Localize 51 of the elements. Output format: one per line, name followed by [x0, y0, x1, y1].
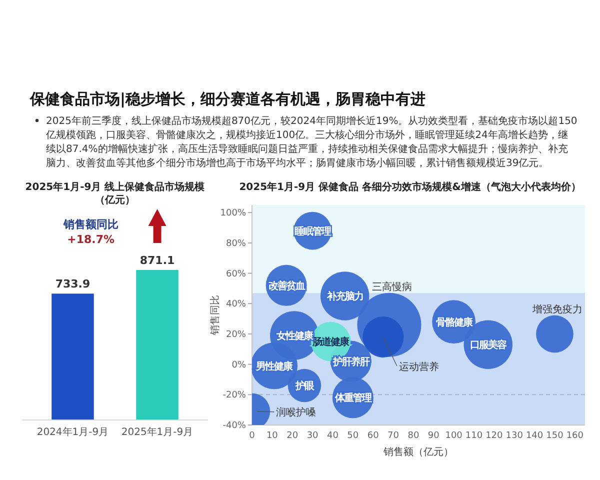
chart-title: 2025年1月-9月 保健食品 各细分功效市场规模&增速（气泡大小代表均价） [239, 181, 581, 193]
x-tick-label: 10 [266, 431, 278, 441]
series-label: 体重管理 [334, 392, 372, 404]
y-tick-label: 100% [220, 208, 246, 219]
series-label: 运动营养 [398, 360, 439, 373]
series-label: 口服美容 [470, 339, 508, 352]
x-tick-label: 70 [388, 431, 400, 441]
x-tick-label: 40 [327, 431, 339, 441]
x-tick-label: 100 [445, 431, 463, 441]
series-label: 肠道健康 [312, 336, 351, 348]
x-tick-label: 80 [408, 431, 420, 441]
x-tick-label: 30 [306, 431, 319, 441]
series-label: 骨骼健康 [436, 316, 474, 328]
y-tick-label: 20% [226, 330, 246, 340]
y-axis-title: 销售同比 [209, 295, 221, 336]
y-tick-label: 60% [226, 269, 246, 280]
series-label: 三高慢病 [372, 280, 412, 293]
x-tick-label: 120 [486, 431, 504, 441]
x-tick-label: 110 [465, 431, 483, 441]
y-tick-label: -40% [222, 421, 246, 431]
series-label: 补充脑力 [326, 290, 363, 303]
x-tick-label: 50 [347, 431, 359, 441]
x-tick-label: 130 [506, 431, 524, 441]
text: 2025年前三季度，线上保健品市场规模超870亿元，较2024年同期增长近19%。从功效类型看，基础免疫市场以超150亿规模领跑，口服美容、骨骼健康次之，规模均接近100亿。三大核心细分市场外，睡眠管理延续24年高增长趋势，继续以87.4%的增幅快速扩张，高压生活导致睡眠问题日益严重，持续推动相关保健食品需求大幅提升；慢病养护、补充脑力、改善贫血等其他多个细分市场增也高于市场平均水平；肠胃健康市场小幅回暖，累计销售额规模近39亿元。 [45, 115, 578, 169]
x-tick-label: 150 [546, 431, 564, 441]
series-label: 男性健康 [255, 360, 294, 372]
series-label: 护肝养肝 [332, 356, 370, 368]
x-tick-label: 60 [367, 431, 380, 441]
x-axis-title: 销售额（亿元） [382, 446, 454, 458]
x-tick-label: 0 [249, 431, 256, 441]
data-label: 871.1 [140, 254, 175, 267]
y-tick-label: 80% [226, 238, 246, 249]
x-tick-label: 160 [566, 431, 584, 441]
x-tick-label: 90 [428, 431, 440, 441]
y-tick-label: -20% [222, 390, 246, 401]
series-label: 增强免疫力 [532, 303, 583, 316]
y-tick-label: 40% [226, 300, 246, 310]
series-label: 护眼 [294, 380, 316, 392]
series-label: 改善贫血 [268, 280, 306, 292]
y-tick-label: 0% [232, 360, 246, 370]
text: 销售额同比 [62, 218, 118, 231]
series-label: 睡眠管理 [294, 225, 332, 238]
x-tick-label: 20 [286, 431, 298, 441]
x-tick-label: 140 [526, 431, 544, 441]
x-tick-label: 2024年1月-9月 [36, 426, 109, 438]
text: +18.7% [67, 233, 115, 246]
series-label: 润喉护嗓 [276, 406, 316, 418]
chart-title: 2025年1月-9月 线上保健食品市场规模（亿元） [25, 181, 206, 206]
data-label: 733.9 [55, 278, 90, 291]
text: 保健食品市场|稳步增长，细分赛道各有机遇，肠胃稳中有进 [29, 90, 426, 108]
x-tick-label: 2025年1月-9月 [121, 426, 194, 438]
